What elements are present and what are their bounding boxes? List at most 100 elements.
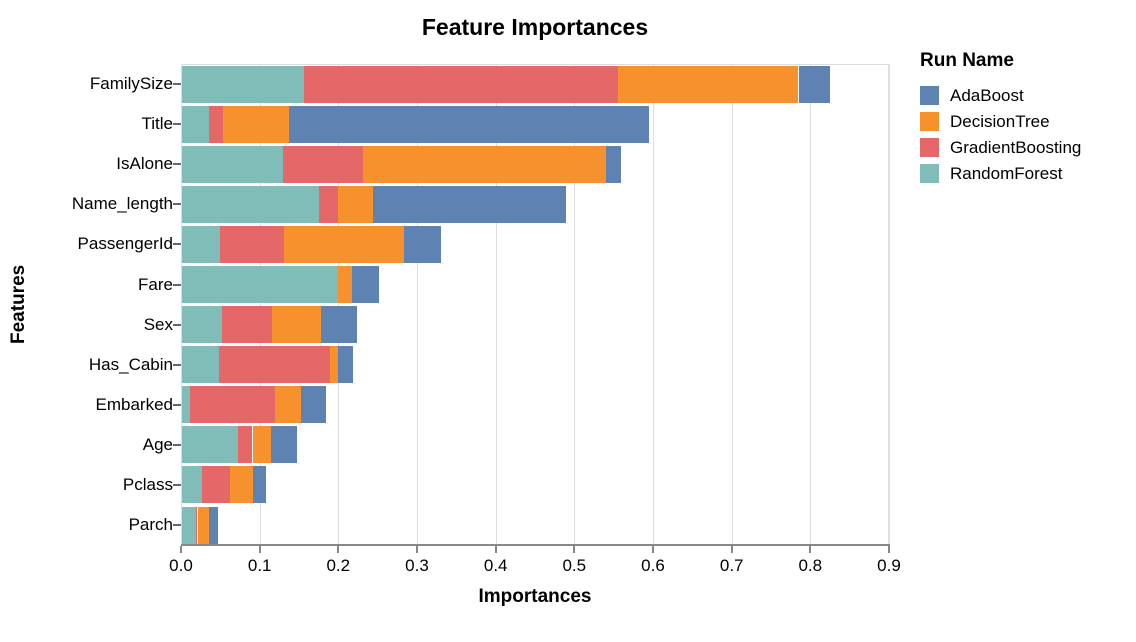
bar-segment-randomforest xyxy=(181,386,191,424)
bar-segment-decisiontree xyxy=(338,266,352,303)
bar-segment-gradientboosting xyxy=(218,346,330,384)
bar-segment-randomforest xyxy=(181,426,238,464)
x-tick-label: 0.1 xyxy=(247,556,272,575)
bar-segment-decisiontree xyxy=(252,426,271,464)
x-axis-title: Importances xyxy=(478,586,592,607)
bar-segment-gradientboosting xyxy=(190,386,275,424)
bar-segment-decisiontree xyxy=(274,386,301,424)
y-tick xyxy=(173,83,181,85)
y-tick-label: Has_Cabin xyxy=(88,354,173,374)
y-tick-label: IsAlone xyxy=(116,154,173,174)
x-tick-label: 0.6 xyxy=(641,556,665,575)
y-tick xyxy=(173,524,181,526)
bar-segment-adaboost xyxy=(372,185,566,223)
bar-segment-gradientboosting xyxy=(221,306,273,343)
x-tick xyxy=(416,546,418,553)
bar-row xyxy=(181,225,889,263)
y-tick xyxy=(173,283,181,286)
y-tick xyxy=(173,443,181,446)
bar-segment-randomforest xyxy=(181,466,203,504)
bar-segment-decisiontree xyxy=(329,346,338,384)
x-tick-label: 0.5 xyxy=(562,556,587,575)
x-tick-label: 0.7 xyxy=(719,556,744,575)
bar-segment-randomforest xyxy=(181,506,196,544)
y-tick-label: Pclass xyxy=(122,474,173,494)
bar-segment-decisiontree xyxy=(338,185,373,223)
bar-row xyxy=(181,466,889,504)
bar-segment-adaboost xyxy=(288,105,650,143)
bar-segment-decisiontree xyxy=(222,105,289,143)
x-tick-label: 0.2 xyxy=(326,556,351,575)
bar-segment-adaboost xyxy=(351,266,380,303)
x-tick xyxy=(494,546,497,553)
gridline xyxy=(495,64,497,545)
legend-swatch-adaboost xyxy=(920,86,939,105)
y-axis-title: Features xyxy=(8,264,29,345)
bar-segment-adaboost xyxy=(321,306,358,343)
bar-segment-adaboost xyxy=(337,346,354,384)
legend-label: RandomForest xyxy=(950,164,1063,183)
x-tick xyxy=(730,546,733,553)
bar-segment-randomforest xyxy=(181,65,304,103)
y-tick xyxy=(173,403,181,406)
bar-segment-adaboost xyxy=(798,65,830,103)
gridline xyxy=(653,64,654,545)
y-tick xyxy=(173,203,181,206)
x-tick-label: 0.0 xyxy=(169,556,193,575)
bar-row xyxy=(181,145,889,183)
y-tick-label: Embarked xyxy=(95,394,173,414)
y-tick xyxy=(173,483,181,486)
bar-segment-randomforest xyxy=(181,225,220,263)
x-tick-label: 0.9 xyxy=(877,556,901,575)
y-tick-label: FamilySize xyxy=(89,74,173,93)
bar-row xyxy=(181,426,889,464)
gridline xyxy=(417,64,418,545)
bar-segment-gradientboosting xyxy=(282,145,363,183)
bar-segment-adaboost xyxy=(253,466,266,504)
bar-row xyxy=(181,386,889,424)
x-tick xyxy=(573,546,576,553)
legend-item: RandomForest xyxy=(920,164,1081,183)
gridline xyxy=(338,64,340,545)
gridline xyxy=(731,64,733,545)
y-tick-label: PassengerId xyxy=(77,234,173,254)
bar-segment-randomforest xyxy=(181,266,339,303)
bar-row xyxy=(181,105,889,143)
bar-row xyxy=(181,506,889,544)
x-tick-label: 0.3 xyxy=(405,556,429,575)
x-tick xyxy=(180,546,182,553)
x-tick-label: 0.4 xyxy=(483,556,508,575)
legend-items: AdaBoost DecisionTree GradientBoosting Rand… xyxy=(920,86,1081,190)
bar-segment-gradientboosting xyxy=(195,506,198,544)
gridline xyxy=(574,64,576,545)
legend-item: DecisionTree xyxy=(920,112,1081,131)
y-tick xyxy=(173,323,181,326)
bar-row xyxy=(181,306,889,343)
bar-row xyxy=(181,346,889,384)
x-tick-label: 0.8 xyxy=(798,556,823,575)
bar-row xyxy=(181,266,889,303)
bar-segment-gradientboosting xyxy=(303,65,618,103)
x-axis-line xyxy=(181,544,890,546)
gridline xyxy=(810,64,812,545)
plot-area xyxy=(181,64,890,545)
x-tick xyxy=(652,546,654,553)
bar-segment-gradientboosting xyxy=(202,466,230,504)
chart-title: Feature Importances xyxy=(421,14,649,40)
y-tick xyxy=(173,163,181,166)
bar-segment-adaboost xyxy=(270,426,298,464)
y-tick-label: Fare xyxy=(138,274,173,294)
legend-label: DecisionTree xyxy=(950,112,1050,131)
y-tick-label: Age xyxy=(142,434,173,454)
gridline xyxy=(259,64,261,545)
bar-segment-randomforest xyxy=(181,185,319,223)
x-tick xyxy=(809,546,812,553)
legend-swatch-gradientboosting xyxy=(920,138,939,157)
y-tick-label: Name_length xyxy=(71,194,173,214)
bar-row xyxy=(181,185,889,223)
bar-segment-gradientboosting xyxy=(318,185,339,223)
bar-segment-decisiontree xyxy=(362,145,606,183)
bar-segment-adaboost xyxy=(404,225,441,263)
legend-item: GradientBoosting xyxy=(920,138,1081,157)
